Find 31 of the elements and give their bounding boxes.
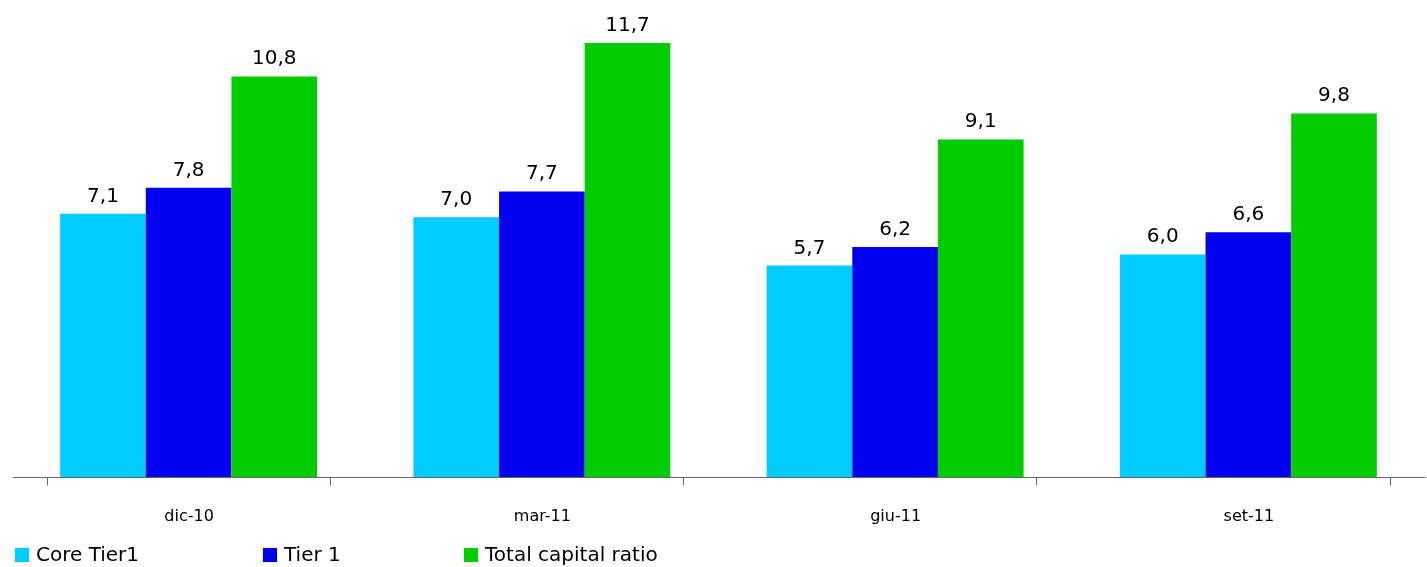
data-label: 11,7 — [605, 12, 650, 36]
bar — [1205, 232, 1292, 477]
bar — [766, 265, 853, 477]
bar — [231, 76, 318, 477]
bar — [499, 191, 585, 477]
data-label: 9,8 — [1318, 82, 1350, 107]
data-label: 6,0 — [1146, 223, 1179, 248]
data-label: 7,0 — [440, 186, 473, 211]
data-label: 6,2 — [879, 216, 912, 241]
legend-label: Total capital ratio — [484, 542, 658, 566]
data-label: 7,1 — [87, 182, 119, 207]
x-tick-label: dic-10 — [164, 505, 214, 525]
bar — [145, 187, 232, 477]
bar — [1291, 113, 1377, 477]
data-label: 10,8 — [252, 45, 297, 70]
bar — [413, 217, 500, 477]
bar — [937, 139, 1024, 477]
bar — [60, 213, 146, 477]
bar — [584, 43, 671, 477]
x-tick-label: mar-11 — [513, 505, 571, 525]
legend-label: Tier 1 — [283, 542, 341, 566]
data-label: 9,1 — [964, 108, 997, 133]
data-label: 7,8 — [172, 156, 205, 181]
data-label: 7,7 — [525, 160, 558, 185]
x-tick-label: giu-11 — [870, 505, 922, 525]
data-label: 5,7 — [793, 234, 826, 259]
legend-label: Core Tier1 — [36, 542, 140, 566]
x-tick-label: set-11 — [1223, 505, 1275, 525]
bar — [1119, 254, 1206, 477]
data-label: 6,6 — [1232, 201, 1265, 226]
bar — [852, 247, 938, 477]
